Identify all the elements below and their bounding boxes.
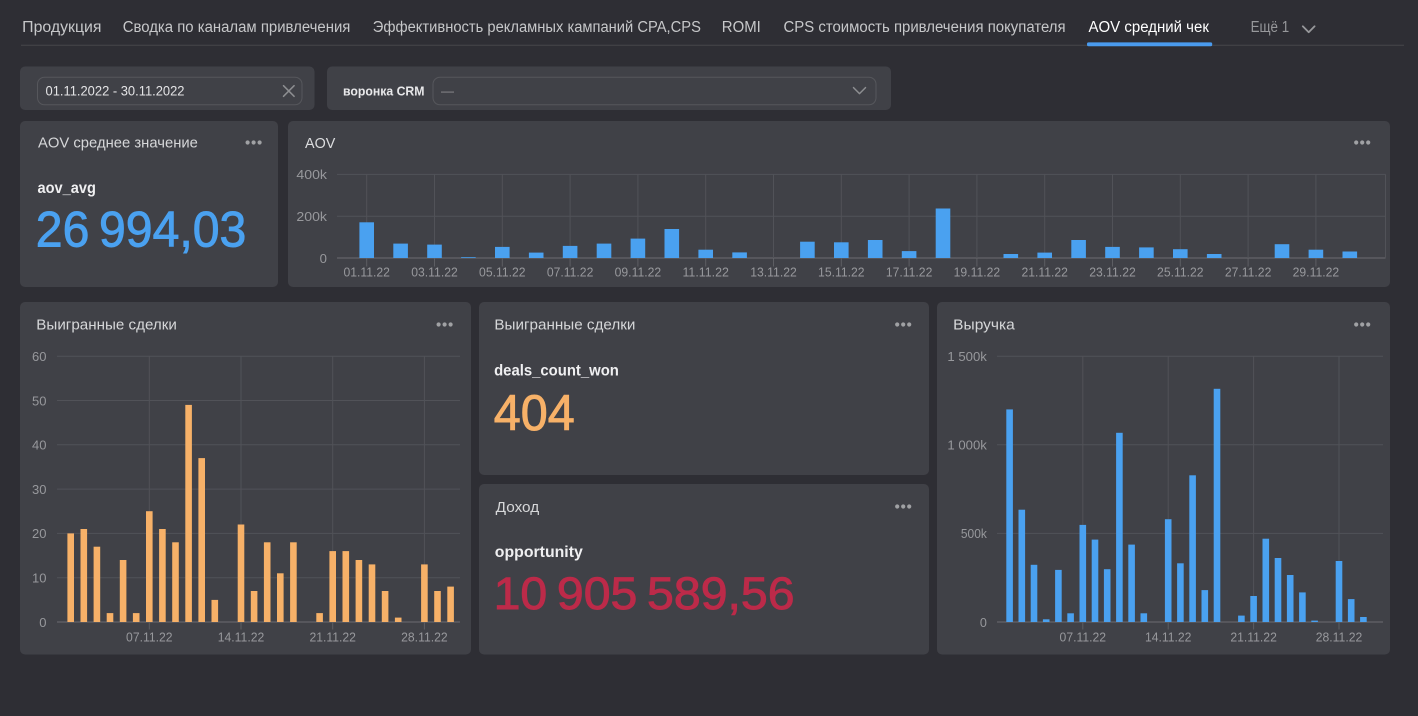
svg-text:29.11.22: 29.11.22 bbox=[1293, 265, 1340, 280]
svg-text:AOV средний чек: AOV средний чек bbox=[1089, 19, 1210, 36]
svg-text:AOV: AOV bbox=[305, 136, 336, 152]
svg-text:05.11.22: 05.11.22 bbox=[479, 265, 526, 280]
svg-text:500k: 500k bbox=[961, 526, 987, 541]
svg-text:11.11.22: 11.11.22 bbox=[682, 265, 729, 280]
svg-text:30: 30 bbox=[32, 482, 46, 497]
svg-text:1 000k: 1 000k bbox=[947, 438, 987, 453]
svg-text:14.11.22: 14.11.22 bbox=[218, 630, 265, 645]
svg-text:23.11.22: 23.11.22 bbox=[1089, 265, 1136, 280]
svg-text:09.11.22: 09.11.22 bbox=[615, 265, 662, 280]
svg-text:Выручка: Выручка bbox=[953, 318, 1016, 334]
svg-text:28.11.22: 28.11.22 bbox=[401, 630, 448, 645]
svg-text:10 905 589,56: 10 905 589,56 bbox=[494, 568, 795, 619]
svg-text:ROMI: ROMI bbox=[722, 19, 761, 36]
svg-text:0: 0 bbox=[320, 251, 327, 266]
svg-text:1 500k: 1 500k bbox=[947, 349, 987, 364]
svg-text:50: 50 bbox=[32, 393, 46, 408]
svg-text:60: 60 bbox=[32, 349, 46, 364]
svg-text:26 994,03: 26 994,03 bbox=[36, 202, 247, 258]
svg-text:21.11.22: 21.11.22 bbox=[1021, 265, 1068, 280]
svg-text:21.11.22: 21.11.22 bbox=[1230, 630, 1277, 645]
svg-text:Эффективность рекламных кампан: Эффективность рекламных кампаний CPA,CPS bbox=[373, 19, 701, 36]
svg-text:15.11.22: 15.11.22 bbox=[818, 265, 865, 280]
svg-text:28.11.22: 28.11.22 bbox=[1316, 630, 1363, 645]
svg-text:AOV среднее значение: AOV среднее значение bbox=[38, 136, 198, 152]
svg-text:14.11.22: 14.11.22 bbox=[1145, 630, 1192, 645]
svg-text:Сводка по каналам привлечения: Сводка по каналам привлечения bbox=[123, 19, 351, 36]
svg-text:200k: 200k bbox=[296, 209, 327, 224]
svg-text:27.11.22: 27.11.22 bbox=[1225, 265, 1272, 280]
svg-text:aov_avg: aov_avg bbox=[38, 180, 96, 197]
svg-text:07.11.22: 07.11.22 bbox=[547, 265, 594, 280]
svg-text:Продукция: Продукция bbox=[22, 19, 101, 36]
svg-text:19.11.22: 19.11.22 bbox=[954, 265, 1001, 280]
svg-text:deals_count_won: deals_count_won bbox=[494, 362, 619, 379]
svg-text:Ещё 1: Ещё 1 bbox=[1251, 19, 1290, 36]
svg-text:01.11.2022 - 30.11.2022: 01.11.2022 - 30.11.2022 bbox=[46, 83, 185, 98]
svg-text:воронка CRM: воронка CRM bbox=[343, 84, 425, 99]
svg-text:400k: 400k bbox=[296, 167, 327, 182]
svg-text:0: 0 bbox=[980, 615, 987, 630]
svg-text:Выигранные сделки: Выигранные сделки bbox=[36, 318, 177, 334]
svg-text:10: 10 bbox=[32, 571, 46, 586]
svg-text:0: 0 bbox=[39, 615, 46, 630]
svg-text:40: 40 bbox=[32, 438, 46, 453]
svg-text:07.11.22: 07.11.22 bbox=[1060, 630, 1107, 645]
svg-text:21.11.22: 21.11.22 bbox=[309, 630, 356, 645]
svg-text:Доход: Доход bbox=[496, 500, 540, 516]
svg-text:03.11.22: 03.11.22 bbox=[411, 265, 458, 280]
svg-text:07.11.22: 07.11.22 bbox=[126, 630, 173, 645]
svg-text:01.11.22: 01.11.22 bbox=[343, 265, 390, 280]
svg-text:20: 20 bbox=[32, 526, 46, 541]
svg-text:13.11.22: 13.11.22 bbox=[750, 265, 797, 280]
svg-text:17.11.22: 17.11.22 bbox=[886, 265, 933, 280]
svg-text:opportunity: opportunity bbox=[495, 544, 583, 561]
svg-text:—: — bbox=[441, 83, 454, 98]
svg-text:CPS стоимость привлечения поку: CPS стоимость привлечения покупателя bbox=[784, 19, 1066, 36]
svg-text:Выигранные сделки: Выигранные сделки bbox=[494, 318, 635, 334]
svg-text:25.11.22: 25.11.22 bbox=[1157, 265, 1204, 280]
svg-text:404: 404 bbox=[494, 385, 575, 441]
